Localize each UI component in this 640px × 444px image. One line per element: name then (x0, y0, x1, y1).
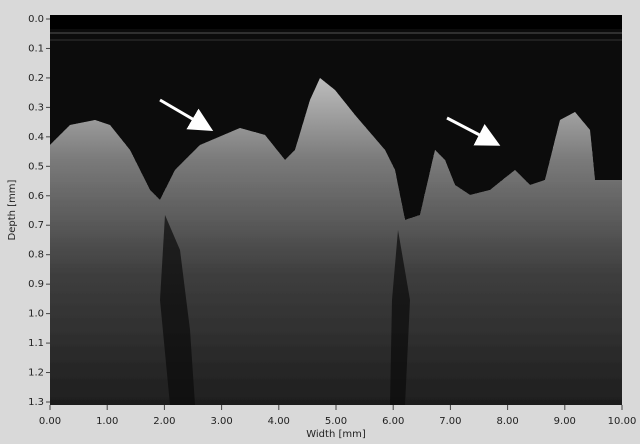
y-tick-label: 1.2 (28, 368, 44, 379)
oct-image (50, 15, 622, 405)
top-band (50, 15, 622, 29)
y-tick-label: 0.9 (28, 279, 44, 290)
x-tick-label: 0.00 (39, 416, 61, 427)
y-tick-label: 0.3 (28, 102, 44, 113)
y-tick-label: 0.4 (28, 132, 44, 143)
x-tick-label: 10.00 (608, 416, 637, 427)
y-tick-label: 0.7 (28, 220, 44, 231)
y-axis-label: Depth [mm] (7, 179, 18, 240)
x-tick-label: 2.00 (153, 416, 175, 427)
y-tick-label: 0.8 (28, 250, 44, 261)
y-tick-label: 0.5 (28, 161, 44, 172)
x-tick-label: 9.00 (554, 416, 576, 427)
x-tick-label: 4.00 (268, 416, 290, 427)
x-tick-label: 1.00 (96, 416, 118, 427)
y-tick-label: 1.0 (28, 309, 44, 320)
x-axis-label: Width [mm] (306, 429, 366, 440)
x-tick-label: 3.00 (210, 416, 232, 427)
y-tick-label: 0.6 (28, 191, 44, 202)
y-tick-label: 0.2 (28, 73, 44, 84)
x-tick-label: 6.00 (382, 416, 404, 427)
x-tick-label: 5.00 (325, 416, 347, 427)
y-tick-label: 0.1 (28, 43, 44, 54)
y-tick-label: 1.3 (28, 397, 44, 408)
y-tick-label: 1.1 (28, 338, 44, 349)
y-tick-label: 0.0 (28, 14, 44, 25)
x-tick-label: 8.00 (496, 416, 518, 427)
x-tick-label: 7.00 (439, 416, 461, 427)
screen: Width [mm] Depth [mm] 0.0 0.1 0.2 0.3 0.4 0.5… (0, 0, 640, 440)
